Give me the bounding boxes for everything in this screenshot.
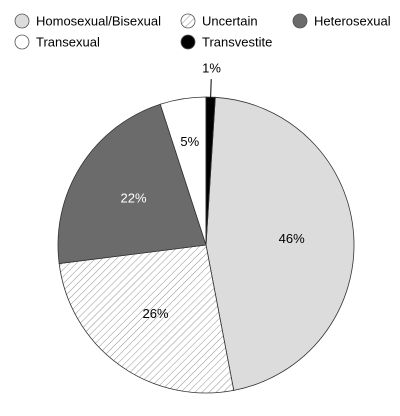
legend-label: Transexual xyxy=(36,34,100,49)
legend-swatch xyxy=(180,34,196,50)
pie-slice xyxy=(205,96,355,391)
leader-line xyxy=(210,79,212,98)
legend-swatch xyxy=(14,34,30,50)
legend-label: Transvestite xyxy=(202,34,272,49)
legend-swatch xyxy=(292,13,308,29)
legend-label: Uncertain xyxy=(202,13,258,28)
slice-label: 26% xyxy=(143,306,169,321)
slice-label: 5% xyxy=(180,134,199,149)
slice-label: 1% xyxy=(202,61,221,76)
legend-label: Heterosexual xyxy=(314,13,391,28)
legend-label: Homosexual/Bisexual xyxy=(36,13,161,28)
pie-slice xyxy=(58,244,235,394)
slice-label: 46% xyxy=(279,231,305,246)
legend-swatch xyxy=(14,13,30,29)
slice-label: 22% xyxy=(121,190,147,205)
legend-swatch xyxy=(180,13,196,29)
pie-slice xyxy=(57,103,207,264)
